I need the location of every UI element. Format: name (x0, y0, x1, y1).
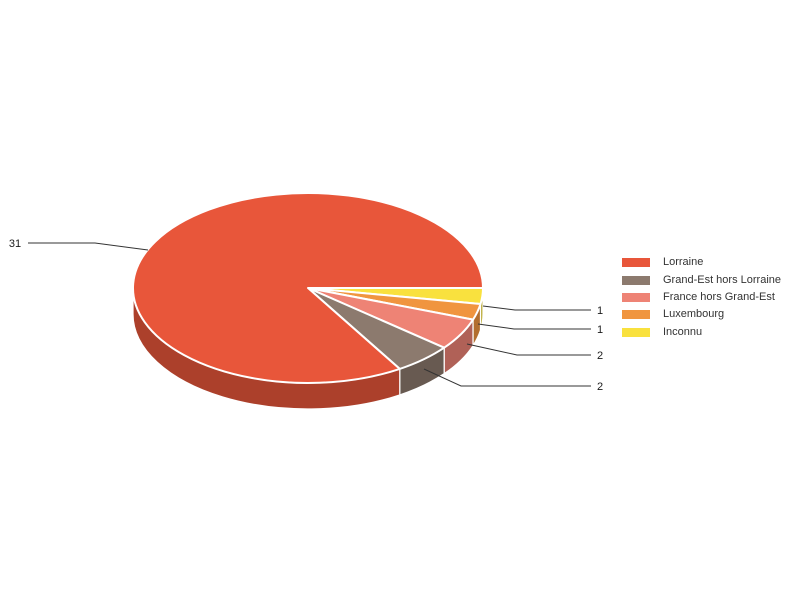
callout-value-lorraine: 31 (9, 238, 21, 250)
pie-slice-lorraine[interactable] (132, 192, 484, 384)
legend-label: Inconnu (663, 325, 703, 338)
callout-line-luxembourg (477, 323, 591, 330)
callout-line-grand-est-hors-lorraine (423, 368, 591, 387)
legend-label: Luxembourg (663, 308, 725, 321)
legend-item-grand-est-hors-lorraine[interactable]: Grand-Est hors Lorraine (622, 271, 781, 288)
callout-value-grand-est-hors-lorraine: 2 (597, 381, 603, 393)
legend-item-luxembourg[interactable]: Luxembourg (622, 306, 781, 323)
legend-label: France hors Grand-Est (663, 290, 775, 303)
callout-line-inconnu (482, 305, 591, 311)
callout-value-france-hors-grand-est: 2 (597, 350, 603, 362)
legend-item-inconnu[interactable]: Inconnu (622, 324, 781, 341)
legend-swatch-lorraine (622, 258, 650, 268)
legend-label: Grand-Est hors Lorraine (663, 273, 781, 286)
legend-swatch-grand-est-hors-lorraine (622, 275, 650, 285)
legend-label: Lorraine (663, 256, 704, 269)
callout-value-inconnu: 1 (597, 305, 603, 317)
callout-line-france-hors-grand-est (466, 343, 591, 356)
legend-item-lorraine[interactable]: Lorraine (622, 254, 781, 271)
callout-value-luxembourg: 1 (597, 324, 603, 336)
legend-swatch-inconnu (622, 327, 650, 337)
callout-line-lorraine (28, 242, 149, 251)
legend-swatch-france-hors-grand-est (622, 292, 650, 302)
legend-item-france-hors-grand-est[interactable]: France hors Grand-Est (622, 289, 781, 306)
legend: Lorraine Grand-Est hors Lorraine France ho… (622, 254, 781, 341)
legend-swatch-luxembourg (622, 310, 650, 320)
